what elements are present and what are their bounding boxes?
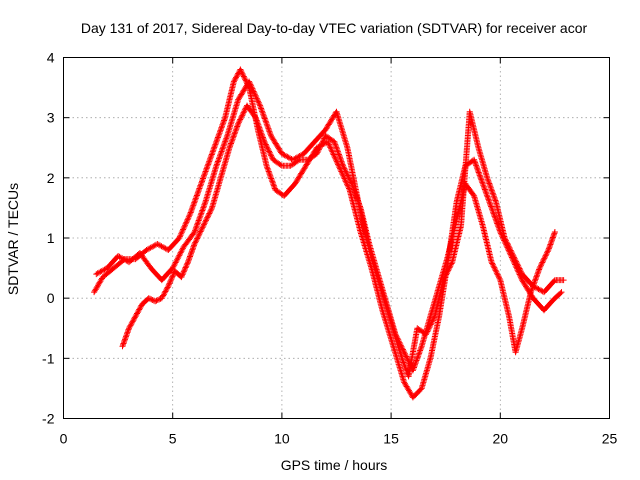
- x-tick-label: 0: [60, 431, 68, 447]
- x-axis-label: GPS time / hours: [281, 457, 388, 473]
- y-tick-label: 1: [47, 230, 55, 246]
- series-track-2: [93, 78, 567, 380]
- y-tick-label: 2: [47, 170, 55, 186]
- x-tick-label: 25: [602, 431, 618, 447]
- x-tick-label: 15: [383, 431, 399, 447]
- axis-ticks: 0 5 10 15 20 25 -2 -1 0 1 2 3 4: [42, 50, 617, 447]
- y-tick-label: -2: [42, 411, 55, 427]
- x-tick-label: 5: [169, 431, 177, 447]
- y-tick-label: 0: [47, 290, 55, 306]
- plus-markers: [91, 66, 565, 401]
- plus-markers: [93, 78, 567, 380]
- y-tick-label: -1: [42, 350, 55, 366]
- chart-title: Day 131 of 2017, Sidereal Day-to-day VTE…: [81, 20, 588, 36]
- data-points: [91, 66, 567, 401]
- y-tick-label: 3: [47, 110, 55, 126]
- x-tick-label: 10: [274, 431, 290, 447]
- series-track-1: [91, 66, 565, 401]
- series-track-3: [119, 102, 558, 374]
- y-axis-label: SDTVAR / TECUs: [5, 183, 21, 295]
- y-tick-label: 4: [47, 50, 55, 66]
- x-tick-label: 20: [493, 431, 509, 447]
- plus-markers: [119, 102, 558, 374]
